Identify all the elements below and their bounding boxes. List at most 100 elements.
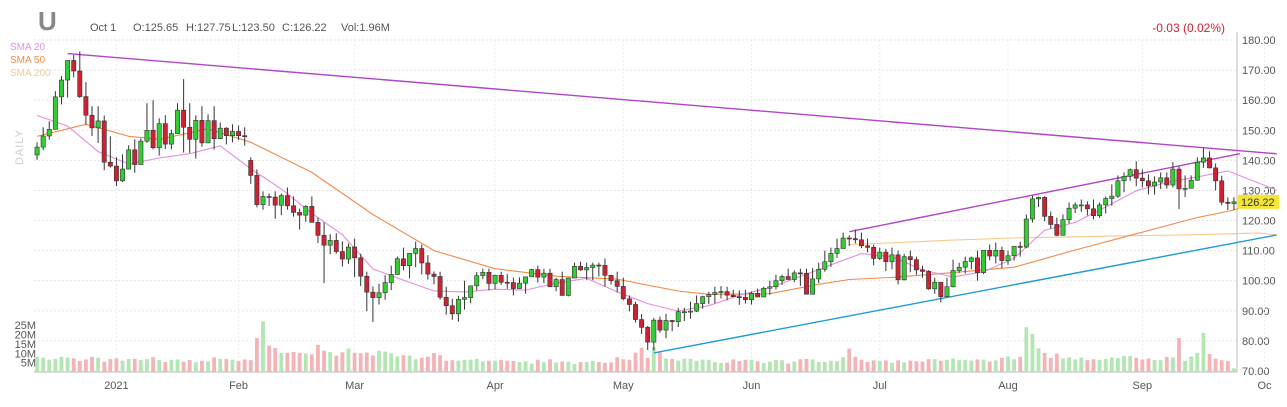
candle-body: [126, 149, 132, 170]
candle-body: [639, 319, 645, 328]
x-tick-label: Jun: [743, 380, 761, 392]
volume-bar: [822, 361, 827, 372]
candle-body: [724, 291, 730, 296]
volume-bar: [615, 357, 620, 372]
volume-bar: [371, 355, 375, 372]
candle-body: [327, 240, 333, 246]
volume-bar: [383, 351, 388, 372]
candle-body: [920, 269, 925, 272]
candle-body: [52, 96, 58, 130]
candle-body: [816, 268, 822, 280]
volume-bar: [212, 357, 217, 372]
candle-body: [352, 246, 358, 259]
volume-bar: [47, 359, 52, 372]
candle-body: [401, 258, 406, 266]
candle-body: [675, 311, 681, 322]
y-tick-label: 180.00: [1242, 35, 1276, 47]
candle-body: [462, 297, 467, 300]
volume-bar: [566, 361, 571, 372]
volume-bar: [407, 355, 412, 372]
support-trendline: [653, 234, 1277, 354]
candle-body: [651, 319, 657, 343]
x-tick-label: May: [613, 380, 634, 392]
volume-bar: [425, 356, 430, 372]
candle-body: [297, 212, 303, 216]
candle-body: [278, 195, 284, 206]
volume-bar: [1097, 360, 1102, 372]
volume-bar: [517, 362, 522, 372]
candle-body: [535, 269, 541, 278]
volume-bar: [505, 360, 510, 372]
volume-bar: [957, 360, 962, 372]
volume-bar: [493, 360, 497, 372]
candle-body: [681, 311, 687, 314]
y-tick-label: 90.00: [1242, 306, 1270, 318]
volume-bar: [627, 359, 632, 372]
volume-bar: [96, 357, 101, 372]
candle-body: [907, 256, 913, 260]
volume-bar: [658, 352, 662, 372]
candle-body: [987, 250, 993, 257]
volume-bar: [309, 354, 314, 372]
candle-body: [474, 275, 480, 287]
volume-bar: [1158, 360, 1163, 372]
volume-bar: [1146, 358, 1151, 372]
volume-bar: [523, 361, 528, 372]
volume-bar: [224, 359, 229, 372]
volume-bar: [1213, 358, 1218, 372]
volume-bar: [511, 360, 516, 372]
volume-bar: [719, 363, 723, 372]
candle-body: [852, 238, 858, 241]
candle-body: [315, 222, 321, 236]
volume-bar: [841, 357, 846, 372]
candle-body: [571, 265, 577, 279]
volume-bar: [218, 358, 223, 372]
volume-bar: [90, 356, 94, 372]
ohlc-open: O:125.65: [133, 22, 179, 34]
candle-body: [1078, 204, 1084, 207]
candle-body: [791, 272, 797, 280]
volume-bar: [328, 352, 333, 372]
y-tick-label: 160.00: [1242, 95, 1276, 107]
x-tick-label: Oc: [1257, 380, 1272, 392]
volume-bar: [1232, 368, 1236, 372]
volume-tick-label: 15M: [15, 339, 36, 351]
volume-bar: [920, 361, 925, 372]
volume-bar: [1177, 338, 1181, 372]
volume-bar: [1109, 357, 1114, 372]
candle-body: [1011, 246, 1017, 257]
volume-bar: [71, 358, 76, 372]
candle-body: [694, 303, 700, 312]
candle-body: [968, 257, 974, 262]
candle-body: [633, 304, 638, 320]
candle-body: [1029, 198, 1035, 220]
candle-body: [529, 269, 535, 278]
volume-tick-label: 10M: [15, 348, 36, 360]
candle-body: [346, 246, 351, 260]
y-tick-label: 110.00: [1242, 246, 1275, 258]
volume-bar: [273, 348, 278, 372]
candle-body: [376, 292, 382, 298]
candle-body: [608, 275, 614, 282]
volume-bar: [53, 358, 58, 372]
candle-body: [419, 248, 425, 264]
volume-bar: [926, 359, 931, 372]
volume-bar: [163, 362, 168, 372]
volume-bar: [1048, 357, 1053, 372]
volume-bar: [1018, 356, 1023, 372]
candle-body: [175, 109, 180, 134]
volume-bar: [1201, 332, 1206, 372]
volume-readout: Vol:1.96M: [341, 22, 390, 34]
volume-bar: [529, 363, 534, 372]
volume-bar: [945, 359, 949, 372]
volume-bar: [694, 360, 699, 372]
candle-body: [333, 240, 339, 252]
volume-bar: [316, 344, 320, 372]
candle-body: [822, 261, 828, 270]
candle-body: [1042, 197, 1048, 217]
volume-bar: [102, 361, 107, 372]
x-tick-label: Feb: [229, 380, 248, 392]
candle-body: [83, 96, 89, 116]
